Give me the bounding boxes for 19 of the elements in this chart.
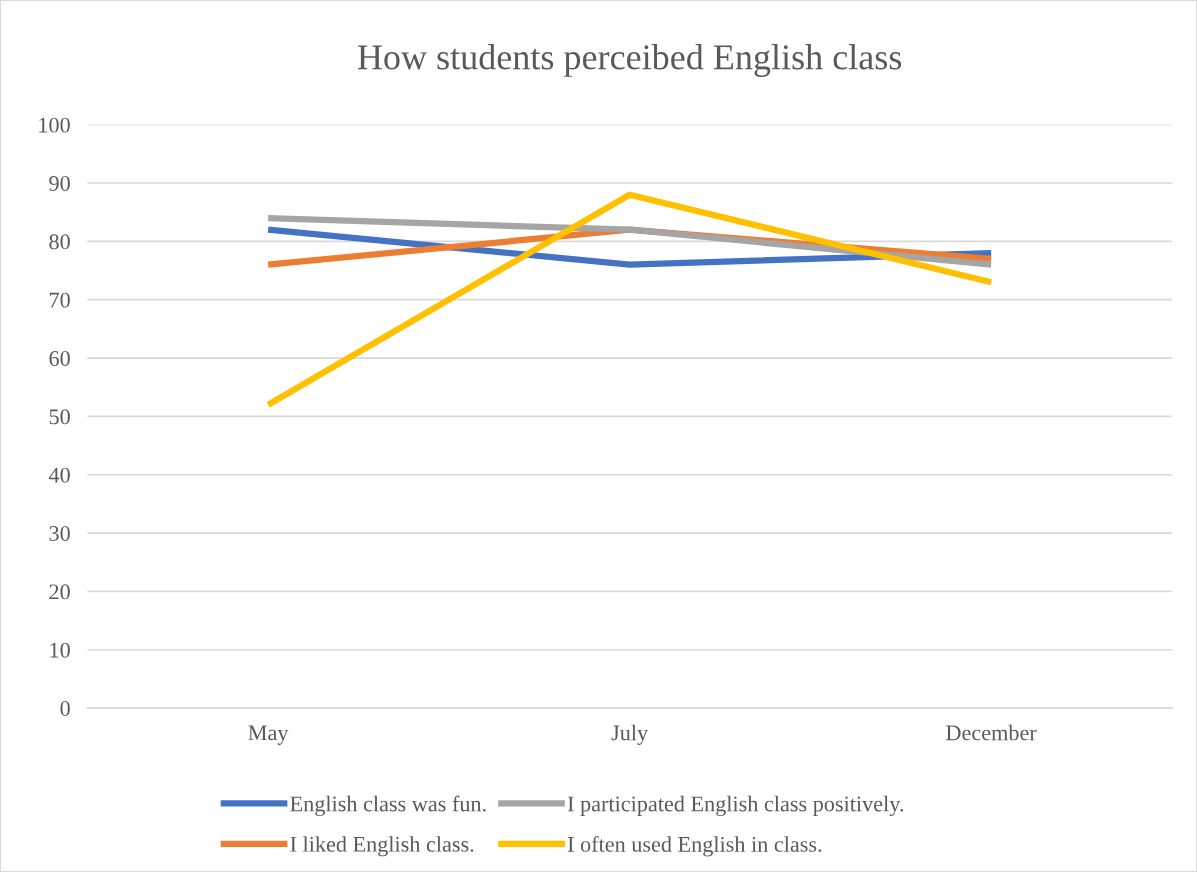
y-tick-label: 100 [39, 117, 70, 133]
x-tick-label: July [611, 724, 649, 745]
y-tick-label: 60 [49, 350, 70, 366]
y-tick-label: 10 [50, 642, 70, 658]
y-tick-label: 90 [49, 175, 70, 191]
y-tick-label: 70 [49, 292, 70, 308]
legend-label: English class was fun. [290, 795, 486, 816]
x-tick-label: May [248, 725, 289, 745]
y-tick-label: 80 [49, 234, 70, 250]
legend-label: I often used English in class. [567, 836, 822, 857]
y-tick-label: 40 [48, 467, 70, 483]
legend-label: I participated English class positively. [567, 795, 904, 816]
legend-label: I liked English class. [290, 836, 474, 857]
x-tick-label: December [946, 724, 1037, 741]
y-tick-label: 20 [49, 584, 70, 600]
y-tick-label: 30 [49, 525, 70, 541]
y-tick-label: 0 [60, 701, 70, 716]
chart-title: How students perceibed English class [357, 44, 902, 77]
y-tick-label: 50 [49, 409, 70, 425]
